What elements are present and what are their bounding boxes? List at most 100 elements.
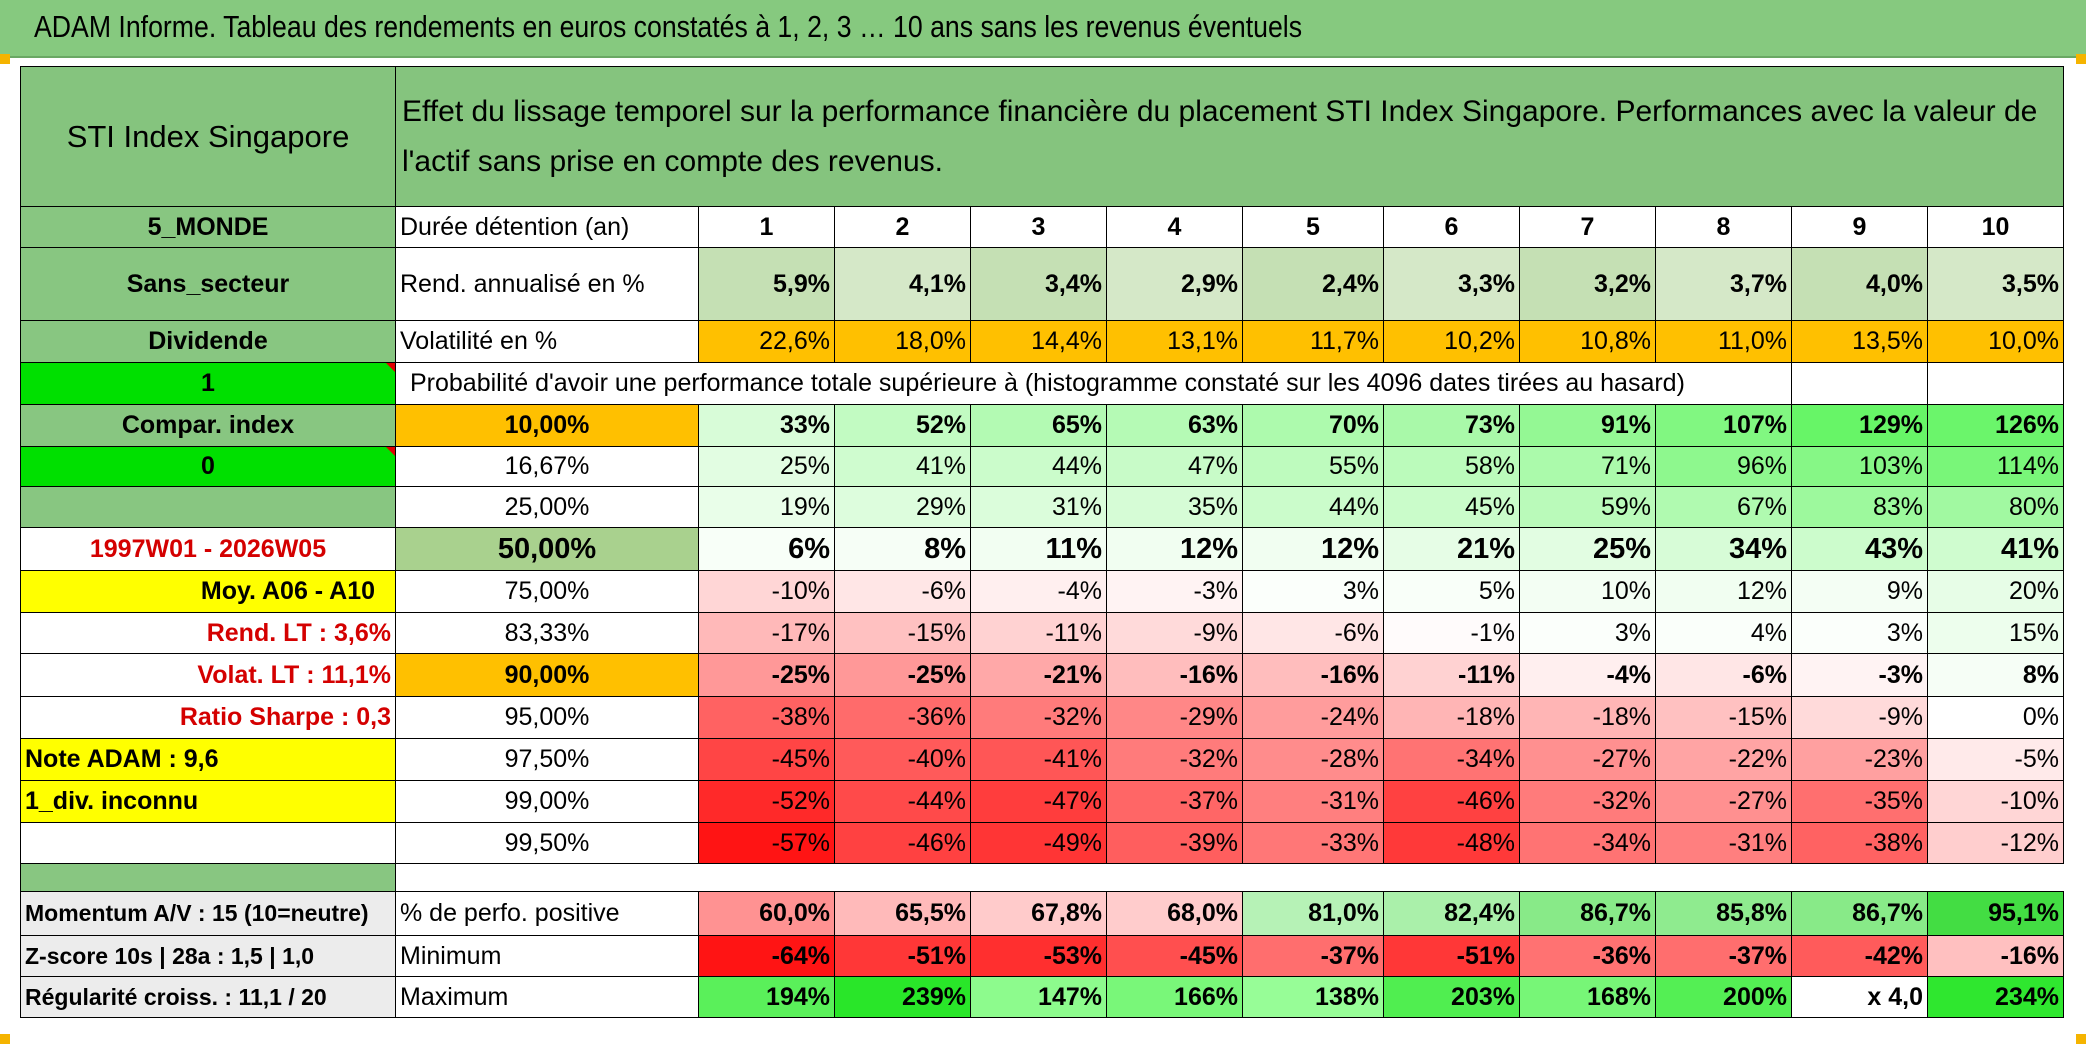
returns-table: STI Index Singapore Effet du lissage tem… xyxy=(20,66,2064,1018)
quantile-value: 12% xyxy=(1655,570,1792,613)
quantile-row: 1997W01 - 2026W05 50,00% 6% 8% 11% 12% 12% 21% 2… xyxy=(20,527,2064,571)
quantile-value: -34% xyxy=(1383,738,1520,781)
quantile-value: 114% xyxy=(1927,446,2064,487)
quantile-value: -38% xyxy=(1791,822,1928,864)
duration-header: 10 xyxy=(1927,206,2064,248)
quantile-value: 20% xyxy=(1927,570,2064,613)
empty-cell xyxy=(1791,362,1928,405)
duration-header: 1 xyxy=(698,206,835,248)
return-label: Rend. annualisé en % xyxy=(395,247,699,321)
quantile-value: -25% xyxy=(834,653,971,697)
quantile-value: 47% xyxy=(1106,446,1243,487)
quantile-label: 99,50% xyxy=(395,822,699,864)
minimum-cell: -42% xyxy=(1791,935,1928,977)
quantile-value: -6% xyxy=(1655,653,1792,697)
quantile-label: 75,00% xyxy=(395,570,699,613)
duration-header: 4 xyxy=(1106,206,1243,248)
quantile-value: -33% xyxy=(1242,822,1384,864)
maximum-cell: 168% xyxy=(1519,976,1656,1018)
duration-header: 6 xyxy=(1383,206,1520,248)
volatility-cell: 13,1% xyxy=(1106,320,1243,363)
quantile-value: -27% xyxy=(1519,738,1656,781)
quantile-value: 65% xyxy=(970,404,1107,447)
duration-header: 2 xyxy=(834,206,971,248)
flag-zero: 0 xyxy=(20,446,396,487)
maximum-cell: x 4,0 xyxy=(1791,976,1928,1018)
quantile-value: 35% xyxy=(1106,486,1243,528)
quantile-value: -18% xyxy=(1519,696,1656,739)
period-label: 1997W01 - 2026W05 xyxy=(20,527,396,571)
quantile-value: 25% xyxy=(698,446,835,487)
maximum-cell: 200% xyxy=(1655,976,1792,1018)
return-cell: 3,2% xyxy=(1519,247,1656,321)
quantile-value: 8% xyxy=(834,527,971,571)
maximum-cell: 166% xyxy=(1106,976,1243,1018)
summary-row: Régularité croiss. : 11,1 / 20 Maximum 194… xyxy=(20,976,2064,1018)
empty-label xyxy=(20,822,396,864)
spacer-label xyxy=(20,863,396,892)
quantile-value: 5% xyxy=(1383,570,1520,613)
quantile-value: -16% xyxy=(1106,653,1243,697)
duration-header: 9 xyxy=(1791,206,1928,248)
asset-name: STI Index Singapore xyxy=(20,66,396,207)
quantile-value: 91% xyxy=(1519,404,1656,447)
quantile-row: 25,00% 19% 29% 31% 35% 44% 45% 59% 67% 83% 80% xyxy=(20,486,2064,528)
volatility-cell: 11,0% xyxy=(1655,320,1792,363)
quantile-value: 10% xyxy=(1519,570,1656,613)
quantile-value: -18% xyxy=(1383,696,1520,739)
quantile-row: Volat. LT : 11,1% 90,00% -25% -25% -21% -16% -… xyxy=(20,653,2064,697)
positive-cell: 86,7% xyxy=(1519,891,1656,936)
quantile-value: -25% xyxy=(698,653,835,697)
positive-cell: 67,8% xyxy=(970,891,1107,936)
quantile-value: -24% xyxy=(1242,696,1384,739)
quantile-value: -57% xyxy=(698,822,835,864)
quantile-value: 96% xyxy=(1655,446,1792,487)
quantile-value: -4% xyxy=(970,570,1107,613)
quantile-value: 0% xyxy=(1927,696,2064,739)
quantile-value: -3% xyxy=(1106,570,1243,613)
quantile-label: 95,00% xyxy=(395,696,699,739)
quantile-value: -3% xyxy=(1791,653,1928,697)
quantile-label: 99,00% xyxy=(395,780,699,823)
duration-header: 3 xyxy=(970,206,1107,248)
quantile-value: -15% xyxy=(1655,696,1792,739)
quantile-value: -46% xyxy=(1383,780,1520,823)
sector-label: Sans_secteur xyxy=(20,247,396,321)
quantile-value: -37% xyxy=(1106,780,1243,823)
volatility-cell: 10,2% xyxy=(1383,320,1520,363)
volatility-cell: 18,0% xyxy=(834,320,971,363)
quantile-value: -28% xyxy=(1242,738,1384,781)
empty-label xyxy=(20,486,396,528)
quantile-value: -17% xyxy=(698,612,835,654)
quantile-value: -45% xyxy=(698,738,835,781)
quantile-row: 1_div. inconnu 99,00% -52% -44% -47% -37% -31%… xyxy=(20,780,2064,823)
minimum-cell: -16% xyxy=(1927,935,2064,977)
quantile-value: 41% xyxy=(834,446,971,487)
positive-cell: 86,7% xyxy=(1791,891,1928,936)
quantile-value: 8% xyxy=(1927,653,2064,697)
quantile-value: -31% xyxy=(1655,822,1792,864)
quantile-value: 11% xyxy=(970,527,1107,571)
quantile-value: -27% xyxy=(1655,780,1792,823)
quantile-row: 99,50% -57% -46% -49% -39% -33% -48% -34% -31% -3… xyxy=(20,822,2064,864)
quantile-value: -38% xyxy=(698,696,835,739)
header-row: STI Index Singapore Effet du lissage tem… xyxy=(20,66,2064,207)
quantile-value: 44% xyxy=(1242,486,1384,528)
return-cell: 3,4% xyxy=(970,247,1107,321)
return-cell: 2,4% xyxy=(1242,247,1384,321)
quantile-value: 21% xyxy=(1383,527,1520,571)
quantile-value: -44% xyxy=(834,780,971,823)
zscore-label: Z-score 10s | 28a : 1,5 | 1,0 xyxy=(20,935,396,977)
quantile-value: -32% xyxy=(1106,738,1243,781)
positive-cell: 95,1% xyxy=(1927,891,2064,936)
duration-row: 5_MONDE Durée détention (an) 1 2 3 4 5 6 7 8 9 10 xyxy=(20,206,2064,248)
quantile-value: -10% xyxy=(1927,780,2064,823)
adam-note: Note ADAM : 9,6 xyxy=(20,738,396,781)
dividend-info: 1_div. inconnu xyxy=(20,780,396,823)
volatility-label: Volatilité en % xyxy=(395,320,699,363)
corner-marker xyxy=(2076,54,2086,64)
quantile-value: 83% xyxy=(1791,486,1928,528)
maximum-cell: 239% xyxy=(834,976,971,1018)
quantile-value: -41% xyxy=(970,738,1107,781)
quantile-label: 16,67% xyxy=(395,446,699,487)
